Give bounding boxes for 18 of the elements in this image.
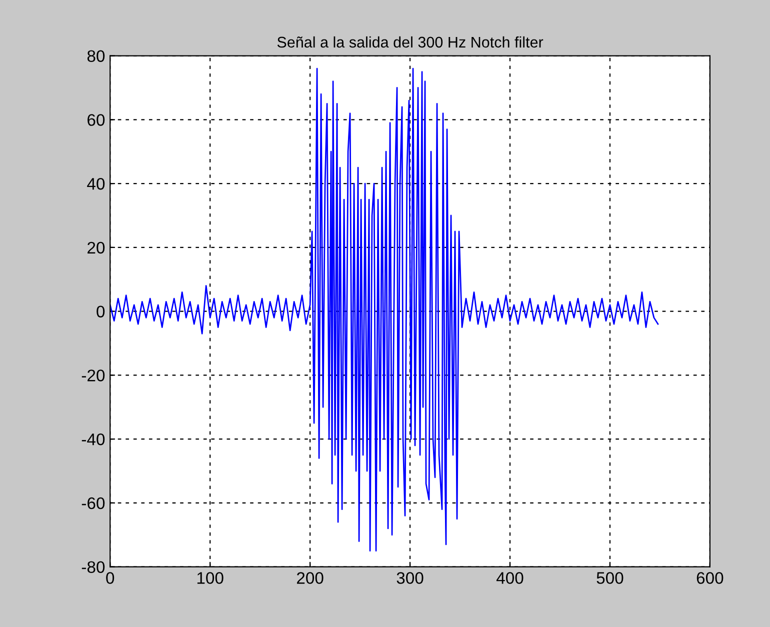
y-tick-label: 80	[87, 50, 105, 62]
x-tick-label: 600	[696, 572, 724, 584]
y-tick-label: 40	[87, 178, 105, 190]
line-series	[110, 68, 659, 552]
y-tick-label: 20	[88, 242, 105, 254]
x-tick-label: 100	[197, 572, 224, 584]
chart-title: Señal a la salida del 300 Hz Notch filter	[277, 36, 544, 48]
y-tick-label: 60	[88, 114, 105, 126]
y-tick-label: -60	[82, 497, 105, 510]
x-tick-label: 0	[106, 572, 114, 584]
x-tick-label: 500	[596, 572, 624, 584]
y-tick-label: 0	[96, 306, 105, 318]
y-tick-label: -20	[82, 370, 105, 382]
x-tick-label: 400	[496, 572, 524, 584]
x-tick-label: 300	[396, 572, 424, 584]
x-tick-label: 200	[296, 572, 324, 584]
y-tick-label: -80	[82, 561, 105, 574]
y-tick-label: -40	[82, 433, 105, 446]
